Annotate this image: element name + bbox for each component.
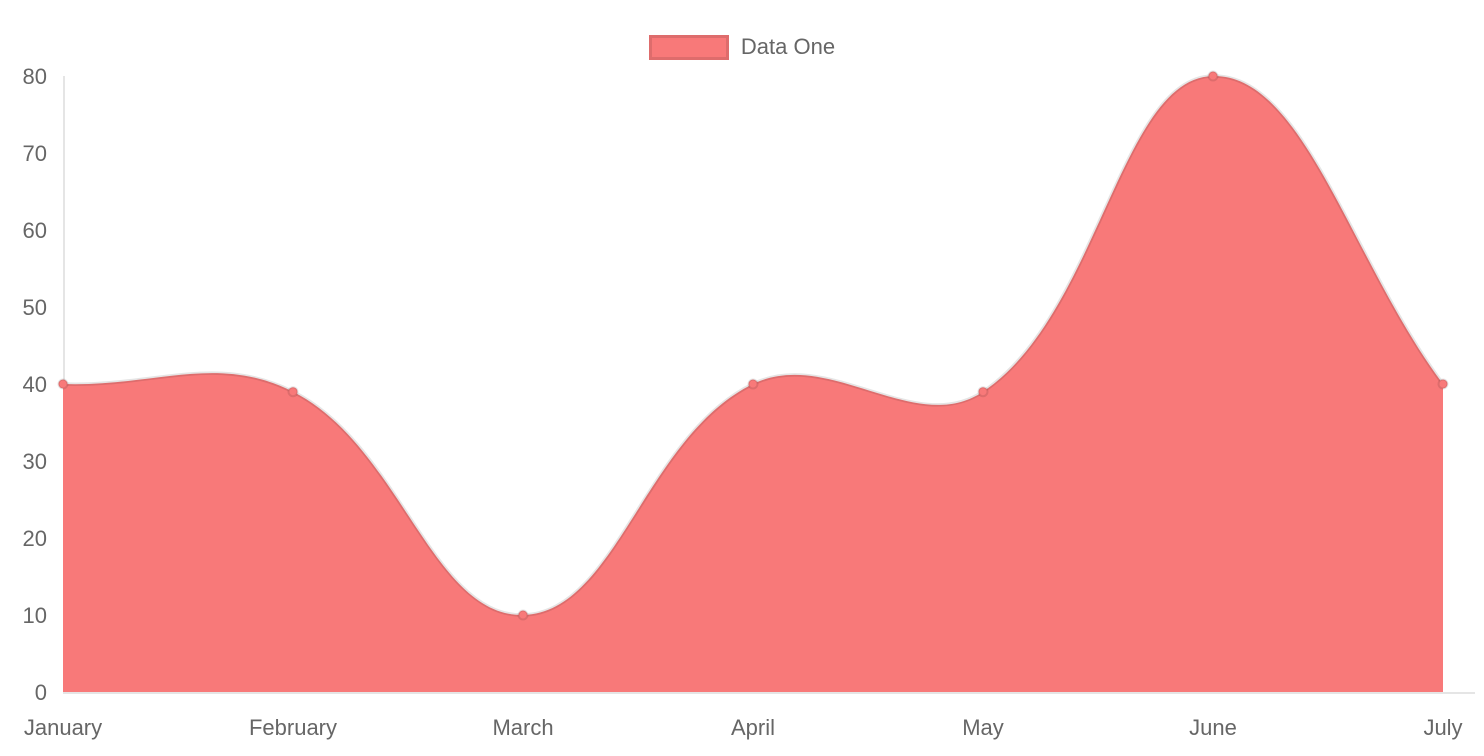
chart-legend[interactable]: Data One <box>0 34 1484 60</box>
legend-label: Data One <box>740 34 836 59</box>
data-point-april[interactable] <box>747 378 759 390</box>
y-tick-label-30: 30 <box>23 449 47 474</box>
data-point-may[interactable] <box>977 386 989 398</box>
data-point-march[interactable] <box>517 609 529 621</box>
data-point-january[interactable] <box>57 378 69 390</box>
y-tick-label-20: 20 <box>23 526 47 551</box>
x-axis-label-june: June <box>1189 715 1237 740</box>
x-axis-label-february: February <box>249 715 337 740</box>
y-tick-label-80: 80 <box>23 64 47 89</box>
y-tick-label-60: 60 <box>23 218 47 243</box>
line-stroke <box>61 74 1445 617</box>
x-axis-label-may: May <box>962 715 1004 740</box>
y-tick-label-10: 10 <box>23 603 47 628</box>
x-axis-label-april: April <box>731 715 775 740</box>
area-fill <box>63 75 1443 693</box>
y-tick-label-0: 0 <box>35 680 47 705</box>
y-tick-label-50: 50 <box>23 295 47 320</box>
x-axis-label-july: July <box>1423 715 1462 740</box>
data-point-june[interactable] <box>1207 70 1219 82</box>
data-point-july[interactable] <box>1437 378 1449 390</box>
x-axis-label-january: January <box>24 715 102 740</box>
data-point-february[interactable] <box>287 386 299 398</box>
legend-swatch <box>648 34 729 60</box>
y-tick-label-70: 70 <box>23 141 47 166</box>
x-axis-label-march: March <box>492 715 553 740</box>
y-tick-label-40: 40 <box>23 372 47 397</box>
